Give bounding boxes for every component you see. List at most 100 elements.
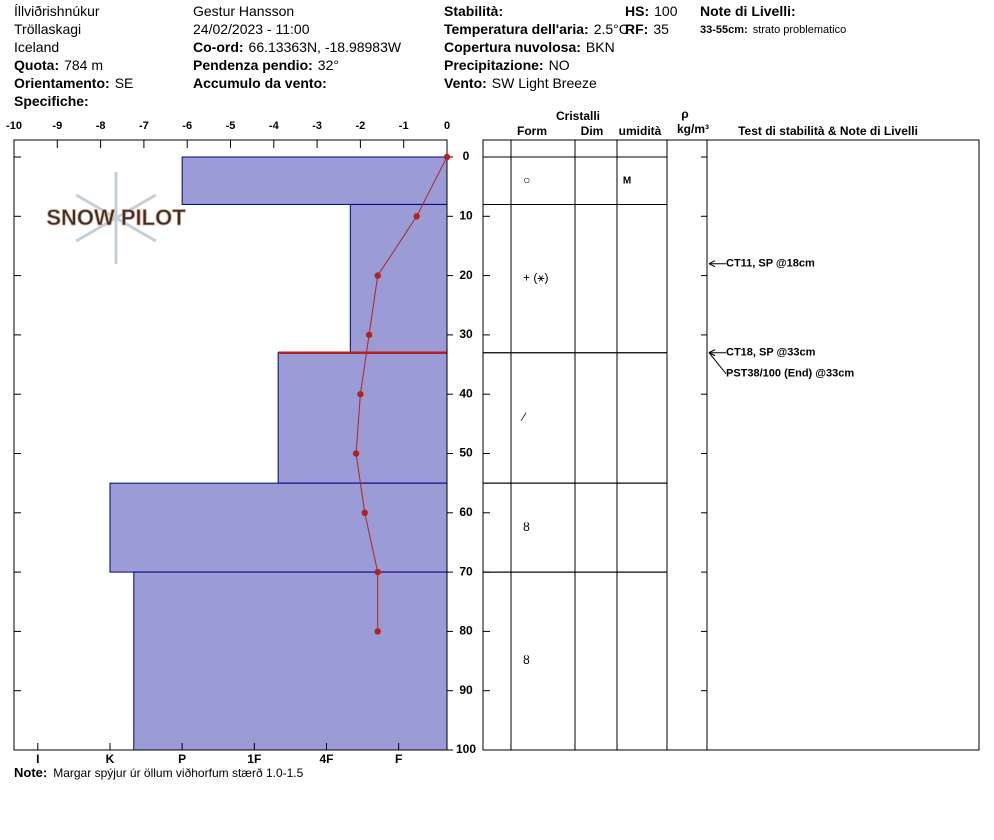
hardness-layer xyxy=(349,203,448,354)
header-field: Temperatura dell'aria: 2.5°C xyxy=(444,21,629,37)
table-header: kg/m³ xyxy=(677,122,709,136)
temperature-point xyxy=(361,509,368,516)
stability-test: CT18, SP @33cm xyxy=(726,347,816,359)
temperature-point xyxy=(374,628,381,635)
temperature-point xyxy=(374,568,381,576)
header-value: Íllviðrishnúkur xyxy=(14,3,100,19)
y-tick-label: 10 xyxy=(459,208,473,222)
test-arrow xyxy=(708,352,727,375)
table-header: Dim xyxy=(581,124,604,138)
crystal-form: ȣ xyxy=(523,653,530,667)
snowflake-arm xyxy=(75,216,117,243)
header-field: Copertura nuvolosa: BKN xyxy=(444,39,615,55)
temperature-point xyxy=(357,391,364,398)
hardness-tick-label: 1F xyxy=(247,752,261,766)
header-field: Vento: SW Light Breeze xyxy=(444,75,597,91)
header-value: 32° xyxy=(318,57,339,73)
header-field: Precipitazione: NO xyxy=(444,57,570,73)
snowflake-arm xyxy=(115,193,157,220)
hardness-layer xyxy=(109,482,448,573)
x-tick-label: -2 xyxy=(356,120,366,132)
x-tick-label: -5 xyxy=(226,120,236,132)
header-value: 66.13363N, -18.98983W xyxy=(249,39,402,55)
y-tick-label: 60 xyxy=(459,505,473,519)
header-field: Orientamento: SE xyxy=(14,75,133,91)
header-field: Íllviðrishnúkur xyxy=(14,3,100,19)
header-label: Quota: xyxy=(14,57,59,73)
header-value: Iceland xyxy=(14,39,59,55)
hardness-tick-label: 4F xyxy=(319,752,333,766)
header-value: Gestur Hansson xyxy=(193,3,294,19)
table-header: ρ xyxy=(681,107,688,121)
y-tick-label: 30 xyxy=(459,327,473,341)
temperature-point xyxy=(413,213,420,220)
header-value: 2.5°C xyxy=(594,21,629,37)
crystal-form: + (⚹) xyxy=(523,271,549,285)
hardness-tick-label: F xyxy=(395,752,402,766)
temperature-point xyxy=(374,272,381,279)
table-header: Test di stabilità & Note di Livelli xyxy=(738,124,918,138)
header-label: Precipitazione: xyxy=(444,57,544,73)
temperature-point xyxy=(352,450,360,457)
test-arrowhead xyxy=(708,260,716,268)
x-tick-label: 0 xyxy=(444,120,450,132)
header-label: Vento: xyxy=(444,75,487,91)
y-tick-label: 40 xyxy=(459,386,473,400)
hardness-layer xyxy=(181,156,448,205)
header-value: 784 m xyxy=(64,57,103,73)
x-tick-label: -8 xyxy=(96,120,106,132)
header-label: HS: xyxy=(625,3,649,19)
header-label: Specifiche: xyxy=(14,93,89,109)
hardness-tick-label: K xyxy=(106,752,115,766)
header-field: 33-55cm: strato problematico xyxy=(700,24,846,36)
header-field: Stabilità: xyxy=(444,3,503,19)
x-tick-label: -4 xyxy=(269,120,280,132)
y-tick-label: 50 xyxy=(459,446,473,460)
crystal-form: ○ xyxy=(523,173,530,187)
header-field: Pendenza pendio: 32° xyxy=(193,57,339,73)
table-header: Form xyxy=(517,124,547,138)
y-tick-label: 20 xyxy=(459,268,473,282)
x-tick-label: -6 xyxy=(182,120,192,132)
note: Note: Margar spýjur úr öllum viðhorfum st… xyxy=(14,765,304,780)
header-value: BKN xyxy=(586,39,615,55)
stability-test: PST38/100 (End) @33cm xyxy=(726,368,854,380)
temperature-point xyxy=(443,153,451,161)
header-value: SE xyxy=(115,75,134,91)
snowflake-arm xyxy=(75,193,117,220)
header-value: 24/02/2023 - 11:00 xyxy=(193,21,310,37)
header-label: Temperatura dell'aria: xyxy=(444,21,589,37)
table-frame xyxy=(482,139,980,751)
header-label: Note di Livelli: xyxy=(700,3,796,19)
header-value: SW Light Breeze xyxy=(492,75,597,91)
header-label: 33-55cm: xyxy=(700,24,748,36)
note-text: Margar spýjur úr öllum viðhorfum stærð 1… xyxy=(53,766,303,780)
table-header: umidità xyxy=(619,124,662,138)
header-value: 100 xyxy=(654,3,678,19)
header-label: Accumulo da vento: xyxy=(193,75,327,91)
x-tick-label: -3 xyxy=(312,120,322,132)
header-label: Co-ord: xyxy=(193,39,244,55)
header-field: Note di Livelli: xyxy=(700,3,796,19)
header-field: RF: 35 xyxy=(625,21,669,37)
watermark-text: SNOW PILOT xyxy=(46,205,186,230)
test-arrowhead xyxy=(708,349,716,357)
x-tick-label: -10 xyxy=(6,120,22,132)
header-field: Accumulo da vento: xyxy=(193,75,327,91)
y-tick-label: 0 xyxy=(463,149,470,163)
temperature-point xyxy=(365,331,373,339)
watermark-logo: SNOW PILOT xyxy=(46,172,187,264)
wetness: M xyxy=(623,175,631,186)
header-label: Pendenza pendio: xyxy=(193,57,313,73)
header-field: HS: 100 xyxy=(625,3,678,19)
header-field: Quota: 784 m xyxy=(14,57,103,73)
snowflake-arm xyxy=(115,216,157,243)
hardness-tick-label: P xyxy=(178,752,186,766)
x-tick-label: -1 xyxy=(399,120,409,132)
header-label: RF: xyxy=(625,21,648,37)
header-field: Co-ord: 66.13363N, -18.98983W xyxy=(193,39,402,55)
header-value: Tröllaskagi xyxy=(14,21,81,37)
hardness-layer xyxy=(277,352,448,484)
